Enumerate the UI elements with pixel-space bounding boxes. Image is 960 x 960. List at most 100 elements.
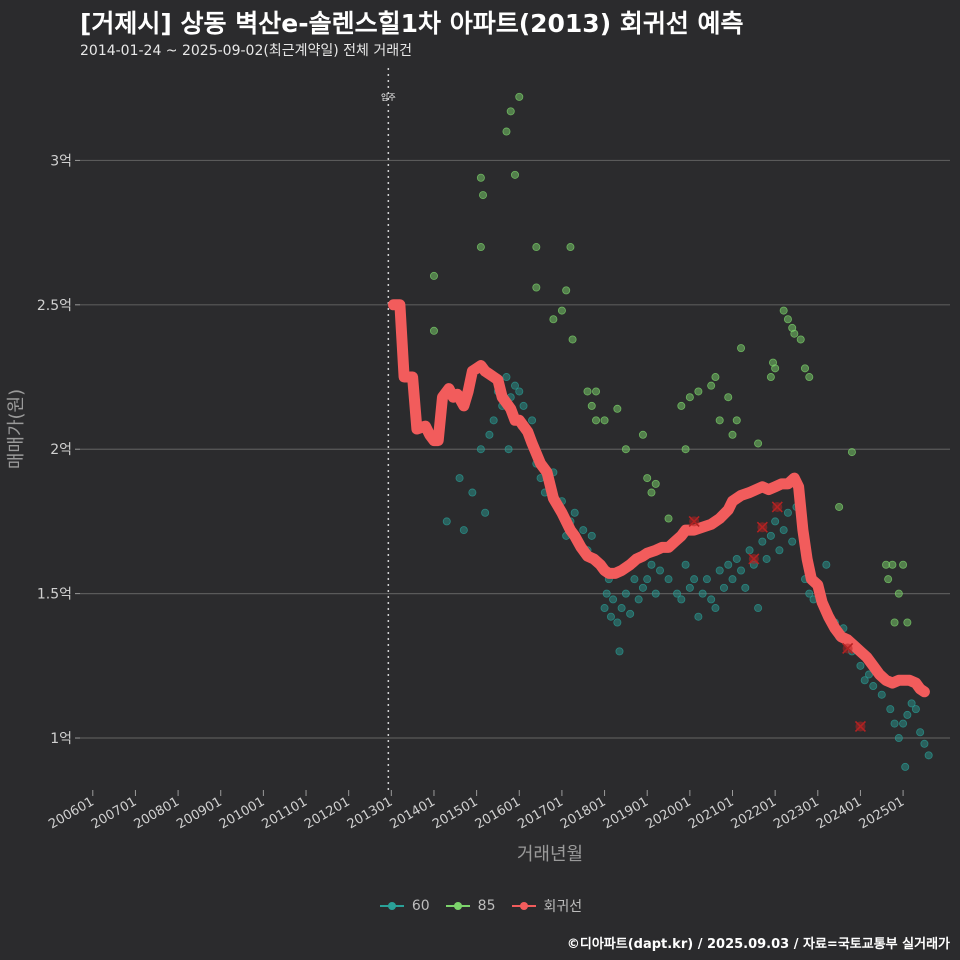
x-tick-label: 201501 (430, 794, 480, 832)
data-point-85 (583, 387, 592, 396)
data-point-85 (566, 243, 575, 252)
data-point-85 (899, 560, 908, 569)
data-point-85 (592, 416, 601, 425)
x-tick-label: 201801 (558, 794, 608, 832)
chart-subtitle: 2014-01-24 ~ 2025-09-02(최근계약일) 전체 거래건 (80, 43, 412, 59)
data-point-60 (758, 537, 767, 546)
data-point-85 (600, 416, 609, 425)
data-point-60 (886, 705, 895, 714)
move-in-label: 입주 (381, 93, 396, 102)
data-point-60 (570, 508, 579, 517)
data-point-60 (877, 690, 886, 699)
highlight-marker-cross (688, 515, 700, 527)
data-point-85 (771, 364, 780, 373)
data-point-60 (732, 554, 741, 563)
data-point-85 (888, 560, 897, 569)
data-point-60 (864, 670, 873, 679)
data-point-85 (681, 445, 690, 454)
data-point-60 (455, 474, 464, 483)
data-point-60 (737, 566, 746, 575)
x-axis-title: 거래년월 (517, 844, 583, 865)
series-60-points (442, 373, 933, 771)
data-point-85 (884, 575, 893, 584)
data-point-85 (707, 381, 716, 390)
data-point-85 (894, 589, 903, 598)
source-caption: ©디아파트(dapt.kr) / 2025.09.03 / 자료=국토교통부 실… (566, 937, 950, 952)
data-point-60 (707, 595, 716, 604)
highlight-markers (688, 501, 867, 733)
data-point-85 (568, 335, 577, 344)
data-point-60 (805, 589, 814, 598)
data-point-85 (562, 286, 571, 295)
data-point-60 (579, 526, 588, 535)
x-tick-label: 201201 (302, 794, 352, 832)
data-point-85 (801, 364, 810, 373)
data-point-85 (677, 401, 686, 410)
data-point-60 (860, 676, 869, 685)
y-tick-label: 3억 (50, 153, 72, 169)
legend-label-regression: 회귀선 (543, 899, 583, 915)
data-point-60 (638, 583, 647, 592)
data-point-85 (510, 170, 519, 179)
y-tick-label: 1.5억 (37, 587, 72, 603)
data-point-60 (519, 401, 528, 410)
data-point-85 (532, 283, 541, 292)
data-point-85 (664, 514, 673, 523)
data-point-85 (835, 502, 844, 511)
data-point-60 (617, 604, 626, 613)
data-point-60 (656, 566, 665, 575)
axes (75, 68, 904, 796)
data-point-85 (429, 326, 438, 335)
data-point-60 (702, 575, 711, 584)
highlight-marker-cross (756, 521, 768, 533)
data-point-60 (621, 589, 630, 598)
data-point-60 (613, 618, 622, 627)
data-point-85 (651, 479, 660, 488)
x-tick-label: 201401 (387, 794, 437, 832)
x-tick-label: 201701 (515, 794, 565, 832)
data-point-60 (771, 517, 780, 526)
highlight-marker-cross (842, 642, 854, 655)
legend-item-85: 85 (444, 896, 496, 916)
data-point-60 (766, 531, 775, 540)
data-point-60 (489, 416, 498, 425)
data-point-85 (479, 191, 488, 200)
data-point-85 (754, 439, 763, 448)
data-point-60 (890, 719, 899, 728)
data-point-60 (920, 739, 929, 748)
x-tick-label: 202001 (643, 794, 693, 832)
data-point-60 (741, 583, 750, 592)
data-point-85 (903, 618, 912, 627)
data-point-60 (681, 560, 690, 569)
data-point-60 (907, 699, 916, 708)
data-point-60 (615, 647, 624, 656)
x-tick-label: 202301 (771, 794, 821, 832)
highlight-marker-cross (748, 553, 760, 565)
y-tick-label: 2.5억 (37, 298, 72, 314)
data-point-60 (783, 508, 792, 517)
data-point-60 (728, 575, 737, 584)
series-85-points (429, 92, 912, 627)
data-point-60 (442, 517, 451, 526)
x-tick-label: 202201 (729, 794, 779, 832)
data-point-60 (856, 661, 865, 670)
legend-key-85 (444, 899, 472, 913)
legend-label-60: 60 (411, 898, 430, 914)
data-point-85 (737, 344, 746, 353)
data-point-60 (609, 595, 618, 604)
data-point-85 (643, 474, 652, 483)
data-point-60 (894, 734, 903, 743)
legend-key-regression (510, 899, 538, 913)
data-point-85 (685, 393, 694, 402)
data-point-60 (903, 710, 912, 719)
x-tick-label: 201001 (217, 794, 267, 832)
data-point-60 (690, 575, 699, 584)
data-point-60 (698, 589, 707, 598)
data-point-85 (790, 329, 799, 338)
data-point-85 (847, 448, 856, 457)
x-tick-label: 200601 (46, 794, 96, 832)
chart-title: [거제시] 상동 벽산e-솔렌스힐1차 아파트(2013) 회귀선 예측 (80, 9, 744, 38)
x-tick-label: 200701 (89, 794, 139, 832)
data-point-85 (694, 387, 703, 396)
